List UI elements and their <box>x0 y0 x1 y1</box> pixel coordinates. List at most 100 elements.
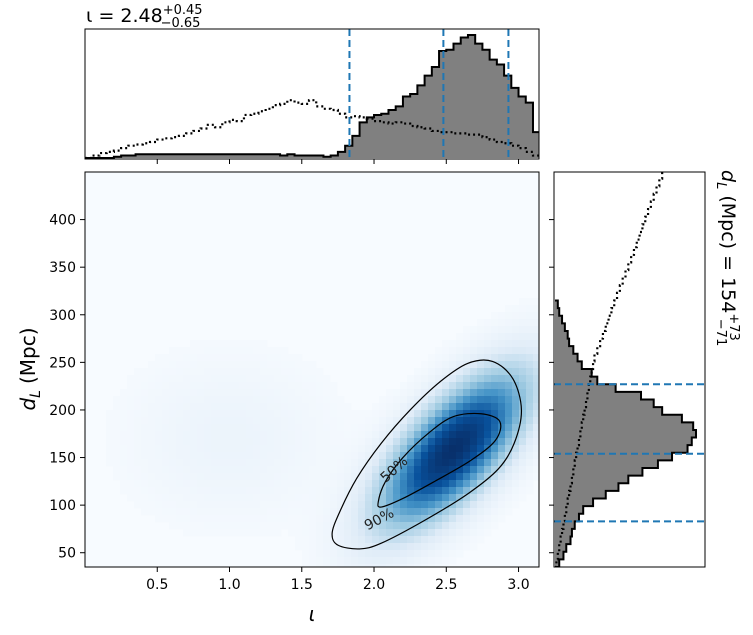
heat-cell <box>421 473 429 481</box>
heat-cell <box>169 347 177 355</box>
heat-cell <box>267 487 275 495</box>
heat-cell <box>526 410 534 418</box>
heat-cell <box>372 487 380 495</box>
heat-cell <box>134 438 142 446</box>
heat-cell <box>218 368 226 376</box>
heat-cell <box>162 487 170 495</box>
heat-cell <box>169 522 177 530</box>
heat-cell <box>197 368 205 376</box>
heat-cell <box>421 438 429 446</box>
heat-cell <box>183 529 191 537</box>
heat-cell <box>519 368 527 376</box>
heat-cell <box>113 410 121 418</box>
heat-cell <box>498 389 506 397</box>
heat-cell <box>281 459 289 467</box>
heat-cell <box>295 368 303 376</box>
y-axis-label-subscript: L <box>28 390 44 398</box>
heat-cell <box>519 333 527 341</box>
iota-summary-upper: +0.45 <box>163 3 203 18</box>
heat-cell <box>309 515 317 523</box>
heat-cell <box>449 410 457 418</box>
heat-cell <box>330 382 338 390</box>
top-x-ticks <box>156 159 520 164</box>
heat-cell <box>442 473 450 481</box>
heat-cell <box>323 431 331 439</box>
heat-cell <box>232 438 240 446</box>
heat-cell <box>351 536 359 544</box>
heat-cell <box>197 459 205 467</box>
heat-cell <box>526 375 534 383</box>
heat-cell <box>442 382 450 390</box>
heat-cell <box>330 543 338 551</box>
heat-cell <box>267 375 275 383</box>
heat-cell <box>232 473 240 481</box>
heat-cell <box>218 375 226 383</box>
heat-cell <box>330 564 338 567</box>
heat-cell <box>344 487 352 495</box>
heat-cell <box>407 564 415 567</box>
heat-cell <box>225 459 233 467</box>
heat-cell <box>218 354 226 362</box>
heat-cell <box>505 319 513 327</box>
heat-cell <box>316 494 324 502</box>
heat-cell <box>386 438 394 446</box>
heat-cell <box>190 487 198 495</box>
heat-cell <box>512 487 520 495</box>
heat-cell <box>281 522 289 530</box>
heat-cell <box>484 494 492 502</box>
heat-cell <box>407 389 415 397</box>
heat-cell <box>330 438 338 446</box>
heat-cell <box>169 508 177 516</box>
heat-cell <box>386 522 394 530</box>
heat-cell <box>253 501 261 509</box>
heat-cell <box>225 487 233 495</box>
heat-cell <box>526 424 534 432</box>
heat-cell <box>519 438 527 446</box>
heat-cell <box>141 375 149 383</box>
heat-cell <box>442 536 450 544</box>
heat-cell <box>449 466 457 474</box>
heat-cell <box>211 466 219 474</box>
heat-cell <box>498 438 506 446</box>
heat-cell <box>491 375 499 383</box>
heat-cell <box>442 564 450 567</box>
heat-cell <box>218 361 226 369</box>
heat-cell <box>246 354 254 362</box>
heat-cell <box>141 473 149 481</box>
density-heatmap <box>106 298 539 567</box>
heat-cell <box>204 459 212 467</box>
heat-cell <box>330 529 338 537</box>
heat-cell <box>162 417 170 425</box>
heat-cell <box>120 466 128 474</box>
heat-cell <box>519 389 527 397</box>
heat-cell <box>421 557 429 565</box>
heat-cell <box>225 431 233 439</box>
heat-cell <box>218 410 226 418</box>
heat-cell <box>239 424 247 432</box>
heat-cell <box>134 417 142 425</box>
heat-cell <box>414 431 422 439</box>
heat-cell <box>169 445 177 453</box>
heat-cell <box>456 550 464 558</box>
heat-cell <box>211 445 219 453</box>
heat-cell <box>260 438 268 446</box>
heat-cell <box>155 382 163 390</box>
heat-cell <box>386 557 394 565</box>
heat-cell <box>148 508 156 516</box>
heat-cell <box>449 494 457 502</box>
heat-cell <box>309 480 317 488</box>
heat-cell <box>267 494 275 502</box>
heat-cell <box>274 452 282 460</box>
heat-cell <box>505 312 513 320</box>
heat-cell <box>435 459 443 467</box>
heat-cell <box>323 515 331 523</box>
heat-cell <box>351 459 359 467</box>
heat-cell <box>533 312 539 320</box>
heat-cell <box>372 550 380 558</box>
heat-cell <box>351 550 359 558</box>
heat-cell <box>176 494 184 502</box>
heat-cell <box>365 550 373 558</box>
heat-cell <box>183 480 191 488</box>
heat-cell <box>372 452 380 460</box>
heat-cell <box>428 459 436 467</box>
